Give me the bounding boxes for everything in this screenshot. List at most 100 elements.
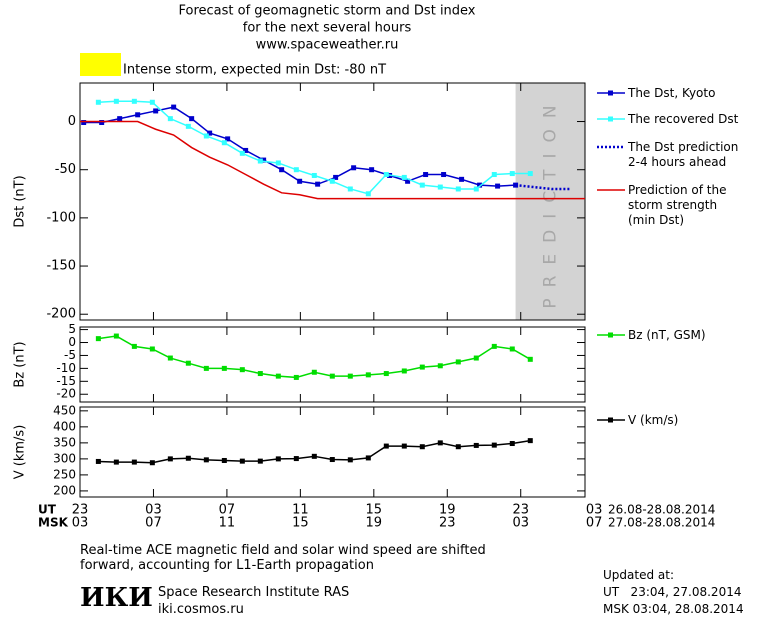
annotation: Intense storm, expected min Dst: -80 nT bbox=[123, 63, 386, 78]
data-point bbox=[329, 457, 335, 463]
msk-label: MSK bbox=[38, 516, 69, 530]
data-point bbox=[257, 158, 263, 164]
legend-marker bbox=[608, 417, 613, 423]
data-point bbox=[275, 456, 281, 462]
data-point bbox=[225, 136, 231, 142]
series-line bbox=[98, 439, 531, 464]
plot-frame bbox=[79, 406, 586, 498]
data-point bbox=[221, 457, 227, 463]
title: Forecast of geomagnetic storm and Dst in… bbox=[178, 4, 475, 19]
data-point bbox=[401, 368, 407, 374]
data-point bbox=[509, 171, 515, 177]
data-point bbox=[315, 181, 321, 187]
data-point bbox=[311, 453, 317, 459]
data-point bbox=[257, 458, 263, 464]
data-point bbox=[437, 184, 443, 190]
data-point bbox=[527, 356, 533, 362]
data-point bbox=[351, 165, 357, 171]
subtitle: for the next several hours bbox=[243, 21, 412, 36]
prediction-label: PREDICTION bbox=[540, 94, 560, 308]
data-point bbox=[477, 182, 483, 188]
data-point bbox=[527, 438, 533, 444]
data-point bbox=[153, 108, 159, 114]
y-tick-label: -15 bbox=[56, 374, 76, 388]
data-point bbox=[383, 371, 389, 377]
data-point bbox=[347, 373, 353, 379]
legend-label: Bz (nT, GSM) bbox=[628, 328, 706, 342]
y-tick-label: 250 bbox=[53, 467, 76, 481]
data-point bbox=[509, 346, 515, 352]
data-point bbox=[509, 441, 515, 447]
x-tick-label: 11 bbox=[292, 503, 309, 518]
plot-frame bbox=[79, 326, 586, 403]
data-point bbox=[113, 333, 119, 339]
data-point bbox=[293, 167, 299, 173]
data-point bbox=[293, 374, 299, 380]
updated-msk: MSK 03:04, 28.08.2014 bbox=[603, 602, 744, 616]
y-tick-label: 350 bbox=[53, 435, 76, 449]
data-point bbox=[419, 444, 425, 450]
x-tick-label: 03 bbox=[586, 503, 603, 518]
data-point bbox=[275, 373, 281, 379]
x-tick-label: 03 bbox=[72, 516, 89, 531]
y-tick-label: 300 bbox=[53, 451, 76, 465]
data-point bbox=[491, 343, 497, 349]
footer-note: Real-time ACE magnetic field and solar w… bbox=[80, 543, 486, 573]
data-point bbox=[95, 99, 101, 105]
data-point bbox=[473, 442, 479, 448]
data-point bbox=[473, 355, 479, 361]
legend-marker bbox=[608, 90, 613, 96]
legend-label: V (km/s) bbox=[628, 413, 679, 427]
data-point bbox=[185, 360, 191, 366]
data-point bbox=[243, 147, 249, 153]
y-tick-label: -150 bbox=[46, 259, 76, 274]
legend-label: The recovered Dst bbox=[628, 112, 739, 126]
x-tick-label: 15 bbox=[292, 516, 309, 531]
legend-marker bbox=[608, 116, 613, 122]
data-point bbox=[365, 455, 371, 461]
data-point bbox=[401, 174, 407, 180]
data-point bbox=[297, 178, 303, 184]
data-point bbox=[239, 458, 245, 464]
site: iki.cosmos.ru bbox=[158, 602, 244, 617]
data-point bbox=[135, 112, 141, 118]
data-point bbox=[261, 157, 267, 163]
logo: ИКИ bbox=[80, 583, 153, 613]
data-point bbox=[149, 99, 155, 105]
data-point bbox=[131, 98, 137, 104]
data-point bbox=[491, 442, 497, 448]
data-point bbox=[131, 459, 137, 465]
data-point bbox=[329, 373, 335, 379]
x-tick-label: 23 bbox=[439, 516, 456, 531]
data-point bbox=[203, 365, 209, 371]
plot-frame bbox=[79, 82, 586, 321]
data-point bbox=[455, 359, 461, 365]
data-point bbox=[113, 459, 119, 465]
data-point bbox=[81, 120, 87, 125]
data-point bbox=[167, 116, 173, 122]
y-tick-label: -200 bbox=[46, 307, 76, 322]
data-point bbox=[149, 460, 155, 466]
x-tick-label: 07 bbox=[145, 516, 162, 531]
data-point bbox=[221, 140, 227, 146]
data-point bbox=[279, 167, 285, 173]
updated-ut: UT 23:04, 27.08.2014 bbox=[603, 585, 742, 599]
data-point bbox=[185, 455, 191, 461]
data-point bbox=[239, 367, 245, 373]
data-point bbox=[423, 172, 429, 178]
y-tick-label: -50 bbox=[55, 162, 76, 177]
data-point bbox=[419, 364, 425, 370]
data-point bbox=[329, 178, 335, 184]
data-point bbox=[207, 130, 213, 136]
data-point bbox=[405, 178, 411, 184]
y-axis-label: Dst (nT) bbox=[13, 175, 28, 227]
ut-range: 26.08-28.08.2014 bbox=[608, 503, 715, 517]
y-tick-label: -10 bbox=[56, 361, 76, 375]
data-point bbox=[257, 371, 263, 377]
legend-label: The Dst, Kyoto bbox=[628, 86, 716, 100]
updated-label: Updated at: bbox=[603, 568, 674, 582]
data-point bbox=[527, 171, 533, 177]
y-tick-label: 400 bbox=[53, 419, 76, 433]
data-point bbox=[347, 186, 353, 192]
